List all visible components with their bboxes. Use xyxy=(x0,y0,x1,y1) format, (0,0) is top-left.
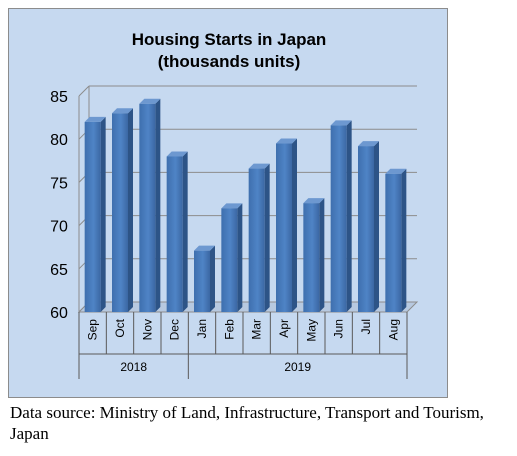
bar-front xyxy=(358,146,374,312)
category-label-nov: Nov xyxy=(140,319,154,340)
year-label-2018: 2018 xyxy=(120,360,147,374)
housing-starts-chart: Housing Starts in Japan (thousands units… xyxy=(50,30,419,379)
y-tick-label-60: 60 xyxy=(50,305,68,322)
bar-top xyxy=(194,245,215,251)
bar-side xyxy=(319,198,325,312)
bars xyxy=(84,98,407,312)
gridline-depth-85 xyxy=(78,85,90,97)
bar-top xyxy=(248,163,270,169)
category-label-jan: Jan xyxy=(195,319,209,338)
bar-top xyxy=(358,141,379,147)
category-label-jul: Jul xyxy=(359,319,373,334)
bar-front xyxy=(248,168,265,312)
bar-may xyxy=(303,198,325,312)
bar-front xyxy=(166,156,183,312)
bar-top xyxy=(303,198,325,204)
bar-side xyxy=(374,141,379,312)
bar-front xyxy=(385,173,402,312)
bar-side xyxy=(155,98,161,312)
bar-mar xyxy=(248,163,270,312)
data-source-note: Data source: Ministry of Land, Infrastru… xyxy=(10,403,484,443)
bar-top xyxy=(166,151,188,157)
category-label-may: May xyxy=(304,319,318,342)
y-tick-label-80: 80 xyxy=(50,132,68,149)
bar-front xyxy=(330,125,347,312)
category-label-jun: Jun xyxy=(332,319,346,338)
y-tick-label-65: 65 xyxy=(50,262,68,279)
bar-side xyxy=(100,116,106,312)
category-label-dec: Dec xyxy=(168,319,182,340)
bar-front xyxy=(303,203,320,312)
bar-top xyxy=(84,116,106,122)
bar-feb xyxy=(221,203,243,312)
bar-side xyxy=(264,163,270,312)
bar-top xyxy=(139,98,161,104)
bar-jun xyxy=(330,120,352,312)
chart-title-line-2: (thousands units) xyxy=(158,52,301,71)
category-label-feb: Feb xyxy=(222,319,236,340)
bar-side xyxy=(210,245,215,312)
year-label-2019: 2019 xyxy=(284,360,311,374)
category-label-oct: Oct xyxy=(113,318,127,337)
category-label-apr: Apr xyxy=(277,319,291,338)
bar-apr xyxy=(276,138,297,312)
bar-nov xyxy=(139,98,161,312)
bar-front xyxy=(221,208,238,312)
bar-side xyxy=(182,151,188,312)
bar-front xyxy=(84,121,101,312)
y-tick-label-85: 85 xyxy=(50,89,68,106)
bar-top xyxy=(330,120,352,126)
bar-aug xyxy=(385,168,407,312)
bar-dec xyxy=(166,151,188,312)
bar-sep xyxy=(84,116,106,312)
chart-title-line-1: Housing Starts in Japan xyxy=(132,30,327,49)
category-label-sep: Sep xyxy=(86,319,100,341)
axis-labels: 60 65 70 75 80 85 Sep Oct Nov Dec Jan Feb Mar Apr May J… xyxy=(50,89,408,379)
bar-side xyxy=(128,108,133,312)
bar-top xyxy=(276,138,297,144)
bar-oct xyxy=(112,108,133,312)
category-label-aug: Aug xyxy=(386,319,400,340)
bar-top xyxy=(112,108,133,114)
bar-side xyxy=(237,203,243,312)
bar-front xyxy=(276,143,292,312)
bar-front xyxy=(139,103,156,312)
bar-top xyxy=(385,168,407,174)
chart-frame: Housing Starts in Japan (thousands units… xyxy=(8,8,448,398)
bar-side xyxy=(346,120,352,312)
bar-jan xyxy=(194,245,215,312)
bar-front xyxy=(194,250,210,312)
y-tick-label-70: 70 xyxy=(50,219,68,236)
y-tick-label-75: 75 xyxy=(50,175,68,192)
category-label-mar: Mar xyxy=(250,319,264,340)
bar-top xyxy=(221,203,243,209)
bar-side xyxy=(292,138,297,312)
bar-front xyxy=(112,113,128,312)
bar-jul xyxy=(358,141,379,312)
bar-side xyxy=(401,168,407,312)
